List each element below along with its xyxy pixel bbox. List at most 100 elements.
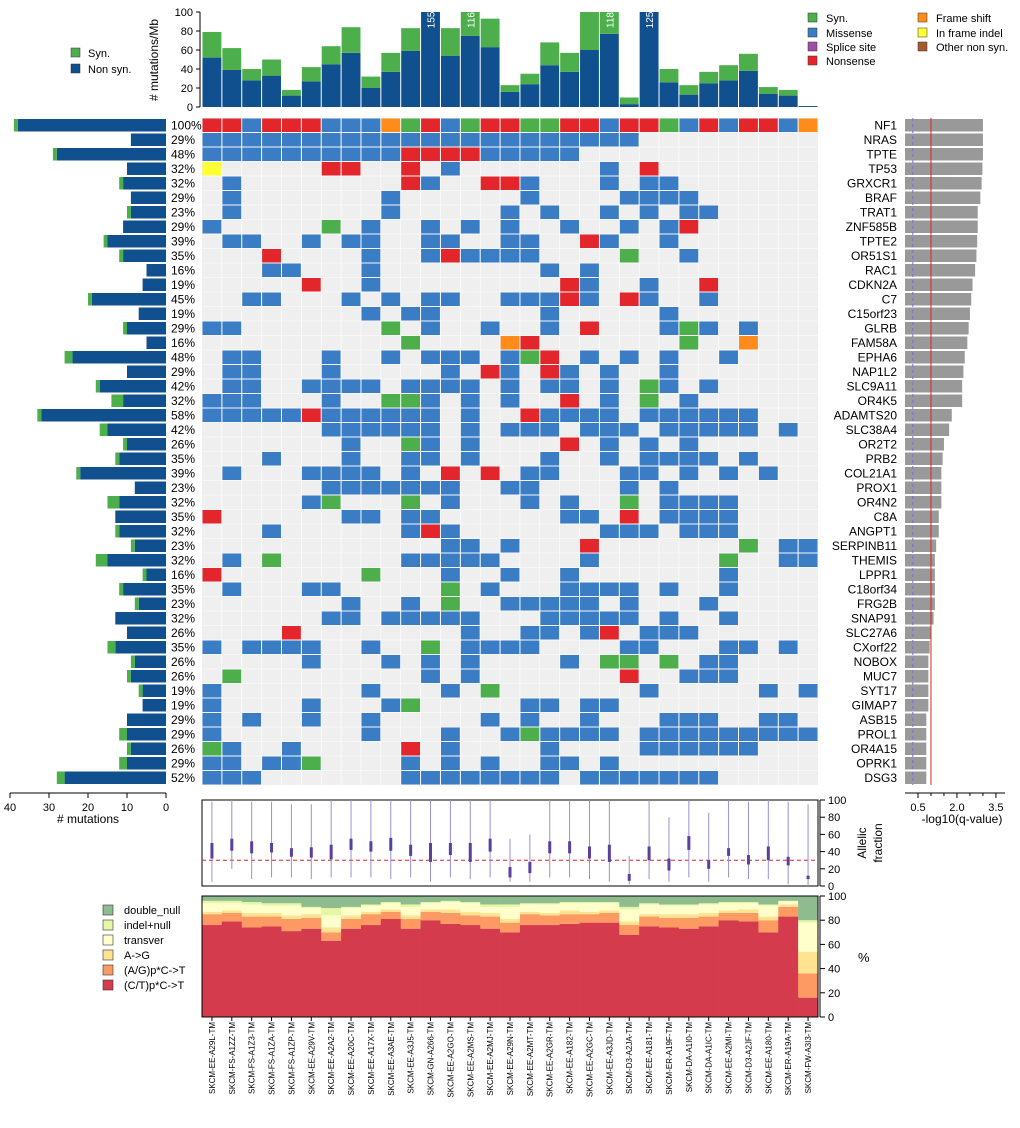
gene-pct: 23%	[171, 539, 195, 553]
qvalue-bar	[905, 655, 929, 668]
mutation-cell	[460, 220, 480, 234]
mutation-cell	[639, 727, 659, 741]
mutation-cell	[361, 133, 381, 147]
mutation-cell	[440, 611, 460, 625]
mutation-cell	[520, 495, 540, 509]
mutation-cell	[599, 756, 619, 770]
gene-name: OR51S1	[851, 249, 897, 263]
mutation-cell	[440, 365, 460, 379]
spectrum-transver	[738, 903, 759, 910]
mutation-cell	[619, 133, 639, 147]
mutation-cell	[242, 640, 262, 654]
gene-name: BRAF	[865, 191, 897, 205]
tmb-bar-syn	[679, 85, 699, 95]
spectrum-double-null	[241, 896, 262, 903]
spectrum-indel	[281, 903, 302, 906]
gene-pct: 26%	[171, 670, 195, 684]
tmb-bar-nonsyn	[739, 70, 758, 107]
mutation-cell	[281, 118, 301, 132]
qvalue-bar	[905, 423, 950, 436]
mutation-cell	[361, 510, 381, 524]
mutation-cell	[679, 713, 699, 727]
spectrum-double-null	[599, 896, 620, 903]
mutation-cell	[321, 408, 341, 422]
sample-label: SKCM-EE-A29L-TM	[208, 1022, 217, 1094]
spectrum-ct	[341, 928, 362, 1017]
tmb-bar-syn	[460, 12, 480, 36]
mutation-cell	[480, 713, 500, 727]
spectrum-ct	[539, 925, 560, 1017]
spectrum-transver	[460, 903, 481, 912]
qvalue-bar	[905, 162, 983, 175]
qvalue-bar	[905, 409, 952, 422]
spectrum-indel	[321, 908, 342, 916]
spectrum-indel	[400, 904, 421, 907]
mutation-cell	[739, 727, 758, 741]
gene-bar-nonsyn	[115, 510, 166, 523]
allelic-box	[766, 846, 770, 861]
mutation-cell	[778, 640, 798, 654]
mutation-cell	[679, 626, 699, 640]
spectrum-indel	[539, 903, 560, 905]
mutation-cell	[560, 292, 580, 306]
mutation-cell	[699, 495, 719, 509]
gene-bar-nonsyn	[127, 162, 166, 175]
mutation-cell	[401, 437, 421, 451]
gene-pct: 26%	[171, 655, 195, 669]
qvalue-bar	[905, 728, 927, 741]
spectrum-ag	[738, 909, 759, 913]
spectrum-agct	[301, 917, 322, 929]
spectrum-ct	[281, 931, 302, 1017]
mutation-cell	[341, 437, 361, 451]
spectrum-agct	[738, 912, 759, 922]
spectrum-transver	[321, 915, 342, 928]
spectrum-legend-label: transver	[124, 935, 164, 947]
qvalue-bar	[905, 336, 968, 349]
spectrum-ag	[798, 951, 819, 974]
mutation-cell	[480, 466, 500, 480]
spectrum-tick-label: 60	[828, 939, 840, 951]
mutation-cell	[361, 713, 381, 727]
gene-pct: 29%	[171, 191, 195, 205]
spectrum-indel	[241, 902, 262, 905]
mutation-cell	[222, 669, 242, 683]
allelic-box	[409, 844, 413, 856]
mutation-cell	[401, 408, 421, 422]
qvalue-bar	[905, 394, 963, 407]
mutation-cell	[599, 655, 619, 669]
spectrum-agct	[539, 915, 560, 926]
mutation-cell	[242, 408, 262, 422]
mutation-cell	[440, 742, 460, 756]
allelic-box	[806, 875, 810, 880]
mutation-cell	[222, 118, 242, 132]
mutation-cell	[361, 466, 381, 480]
mutation-cell	[440, 379, 460, 393]
gene-bar-syn	[95, 380, 100, 393]
spectrum-ct	[400, 928, 421, 1017]
mutation-cell	[321, 133, 341, 147]
gene-bar-nonsyn	[119, 452, 166, 465]
mutation-cell	[639, 684, 659, 698]
spectrum-ag	[341, 915, 362, 919]
mutation-cell	[560, 379, 580, 393]
gene-pct: 39%	[171, 235, 195, 249]
mutation-cell	[401, 307, 421, 321]
mutation-cell	[401, 162, 421, 176]
mutation-cell	[619, 669, 639, 683]
sample-label: SKCM-ER-A19F-TM	[665, 1022, 674, 1095]
mutations-tick-label: 20	[82, 802, 94, 814]
gene-name: DSG3	[864, 771, 897, 785]
mutation-cell	[699, 727, 719, 741]
mutation-cell	[719, 568, 739, 582]
gene-bar-nonsyn	[127, 438, 166, 451]
spectrum-indel	[718, 902, 739, 904]
spectrum-double-null	[519, 896, 541, 904]
type-legend-swatch	[807, 27, 818, 38]
mutation-cell	[639, 452, 659, 466]
sample-label: SKCM-DA-A1I0-TM	[685, 1022, 694, 1093]
mutation-cell	[679, 408, 699, 422]
tmb-bar-nonsyn	[262, 75, 281, 107]
mutation-cell	[659, 307, 679, 321]
spectrum-indel	[202, 900, 223, 904]
gene-pct: 45%	[171, 293, 195, 307]
